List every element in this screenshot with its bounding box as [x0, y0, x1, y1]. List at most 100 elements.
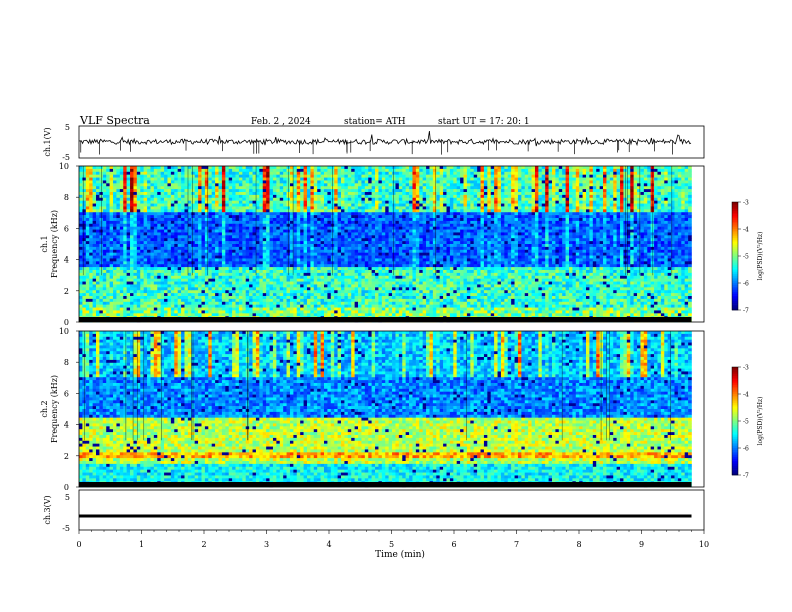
spectrogram-cell: [236, 287, 240, 290]
spectrogram-cell: [293, 282, 297, 285]
spectrogram-cell: [167, 279, 171, 282]
spectrogram-cell: [232, 287, 236, 290]
spectrogram-cell: [310, 302, 314, 305]
spectrogram-cell: [140, 279, 144, 282]
spectrogram-cell: [181, 180, 185, 183]
spectrogram-cell: [174, 169, 178, 172]
spectrogram-cell: [113, 253, 117, 256]
spectrogram-cell: [113, 198, 117, 201]
spectrogram-cell: [368, 250, 372, 253]
spectrogram-cell: [123, 302, 127, 305]
spectrogram-cell: [358, 180, 362, 183]
spectrogram-cell: [327, 218, 331, 221]
spectrogram-cell: [150, 299, 154, 302]
spectrogram-cell: [150, 308, 154, 311]
spectrogram-cell: [164, 247, 168, 250]
spectrogram-cell: [208, 224, 212, 227]
spectrogram-cell: [253, 287, 257, 290]
spectrogram-cell: [361, 287, 365, 290]
spectrogram-cell: [259, 273, 263, 276]
spectrogram-cell: [256, 284, 260, 287]
spectrogram-cell: [99, 305, 103, 308]
spectrogram-cell: [86, 290, 90, 293]
spectrogram-cell: [242, 244, 246, 247]
spectrogram-cell: [229, 180, 233, 183]
spectrogram-cell: [150, 180, 154, 183]
spectrogram-cell: [327, 256, 331, 259]
spectrogram-cell: [215, 276, 219, 279]
spectrogram-cell: [215, 258, 219, 261]
spectrogram-cell: [372, 206, 376, 209]
spectrogram-cell: [157, 244, 161, 247]
spectrogram-cell: [276, 270, 280, 273]
spectrogram-cell: [89, 175, 93, 178]
spectrogram-cell: [378, 180, 382, 183]
spectrogram-cell: [249, 230, 253, 233]
spectrogram-cell: [280, 258, 284, 261]
spectrogram-cell: [116, 198, 120, 201]
spectrogram-cell: [341, 206, 345, 209]
spectrogram-cell: [280, 241, 284, 244]
spectrogram-cell: [110, 175, 114, 178]
spectrogram-cell: [253, 189, 257, 192]
spectrogram-cell: [167, 227, 171, 230]
spectrogram-cell: [178, 258, 182, 261]
spectrogram-cell: [314, 221, 318, 224]
spectrogram-cell: [202, 189, 206, 192]
spectrogram-cell: [280, 235, 284, 238]
spectrogram-cell: [232, 238, 236, 241]
spectrogram-cell: [351, 221, 355, 224]
spectrogram-cell: [161, 238, 165, 241]
spectrogram-cell: [198, 299, 202, 302]
spectrogram-cell: [113, 313, 117, 316]
spectrogram-cell: [167, 305, 171, 308]
spectrogram-cell: [246, 186, 250, 189]
spectrogram-cell: [215, 241, 219, 244]
spectrogram-cell: [103, 206, 107, 209]
spectrogram-cell: [263, 293, 267, 296]
spectrogram-cell: [341, 247, 345, 250]
spectrogram-cell: [242, 293, 246, 296]
spectrogram-cell: [270, 296, 274, 299]
spectrogram-cell: [256, 276, 260, 279]
spectrogram-cell: [242, 183, 246, 186]
spectrogram-cell: [331, 247, 335, 250]
spectrogram-cell: [208, 183, 212, 186]
spectrogram-cell: [348, 192, 352, 195]
spectrogram-cell: [140, 198, 144, 201]
spectrogram-cell: [147, 218, 151, 221]
spectrogram-cell: [259, 282, 263, 285]
spectrogram-cell: [287, 305, 291, 308]
spectrogram-cell: [232, 218, 236, 221]
spectrogram-cell: [222, 276, 226, 279]
spectrogram-cell: [89, 305, 93, 308]
spectrogram-cell: [96, 186, 100, 189]
spectrogram-cell: [314, 212, 318, 215]
spectrogram-cell: [324, 293, 328, 296]
spectrogram-cell: [341, 264, 345, 267]
spectrogram-cell: [242, 232, 246, 235]
spectrogram-cell: [219, 201, 223, 204]
spectrogram-cell: [120, 267, 124, 270]
spectrogram-cell: [348, 166, 352, 169]
spectrogram-cell: [205, 192, 209, 195]
spectrogram-cell: [198, 282, 202, 285]
spectrogram-cell: [355, 293, 359, 296]
spectrogram-cell: [106, 282, 110, 285]
spectrogram-cell: [229, 186, 233, 189]
spectrogram-cell: [154, 224, 158, 227]
spectrogram-cell: [130, 247, 134, 250]
spectrogram-cell: [246, 293, 250, 296]
spectrogram-cell: [385, 215, 389, 218]
spectrogram-cell: [327, 183, 331, 186]
spectrogram-cell: [93, 221, 97, 224]
spectrogram-cell: [161, 224, 165, 227]
spectrogram-cell: [355, 227, 359, 230]
spectrogram-cell: [147, 238, 151, 241]
spectrogram-cell: [249, 256, 253, 259]
spectrogram-cell: [259, 218, 263, 221]
spectrogram-cell: [157, 302, 161, 305]
spectrogram-cell: [355, 310, 359, 313]
spectrogram-cell: [317, 261, 321, 264]
spectrogram-cell: [144, 212, 148, 215]
